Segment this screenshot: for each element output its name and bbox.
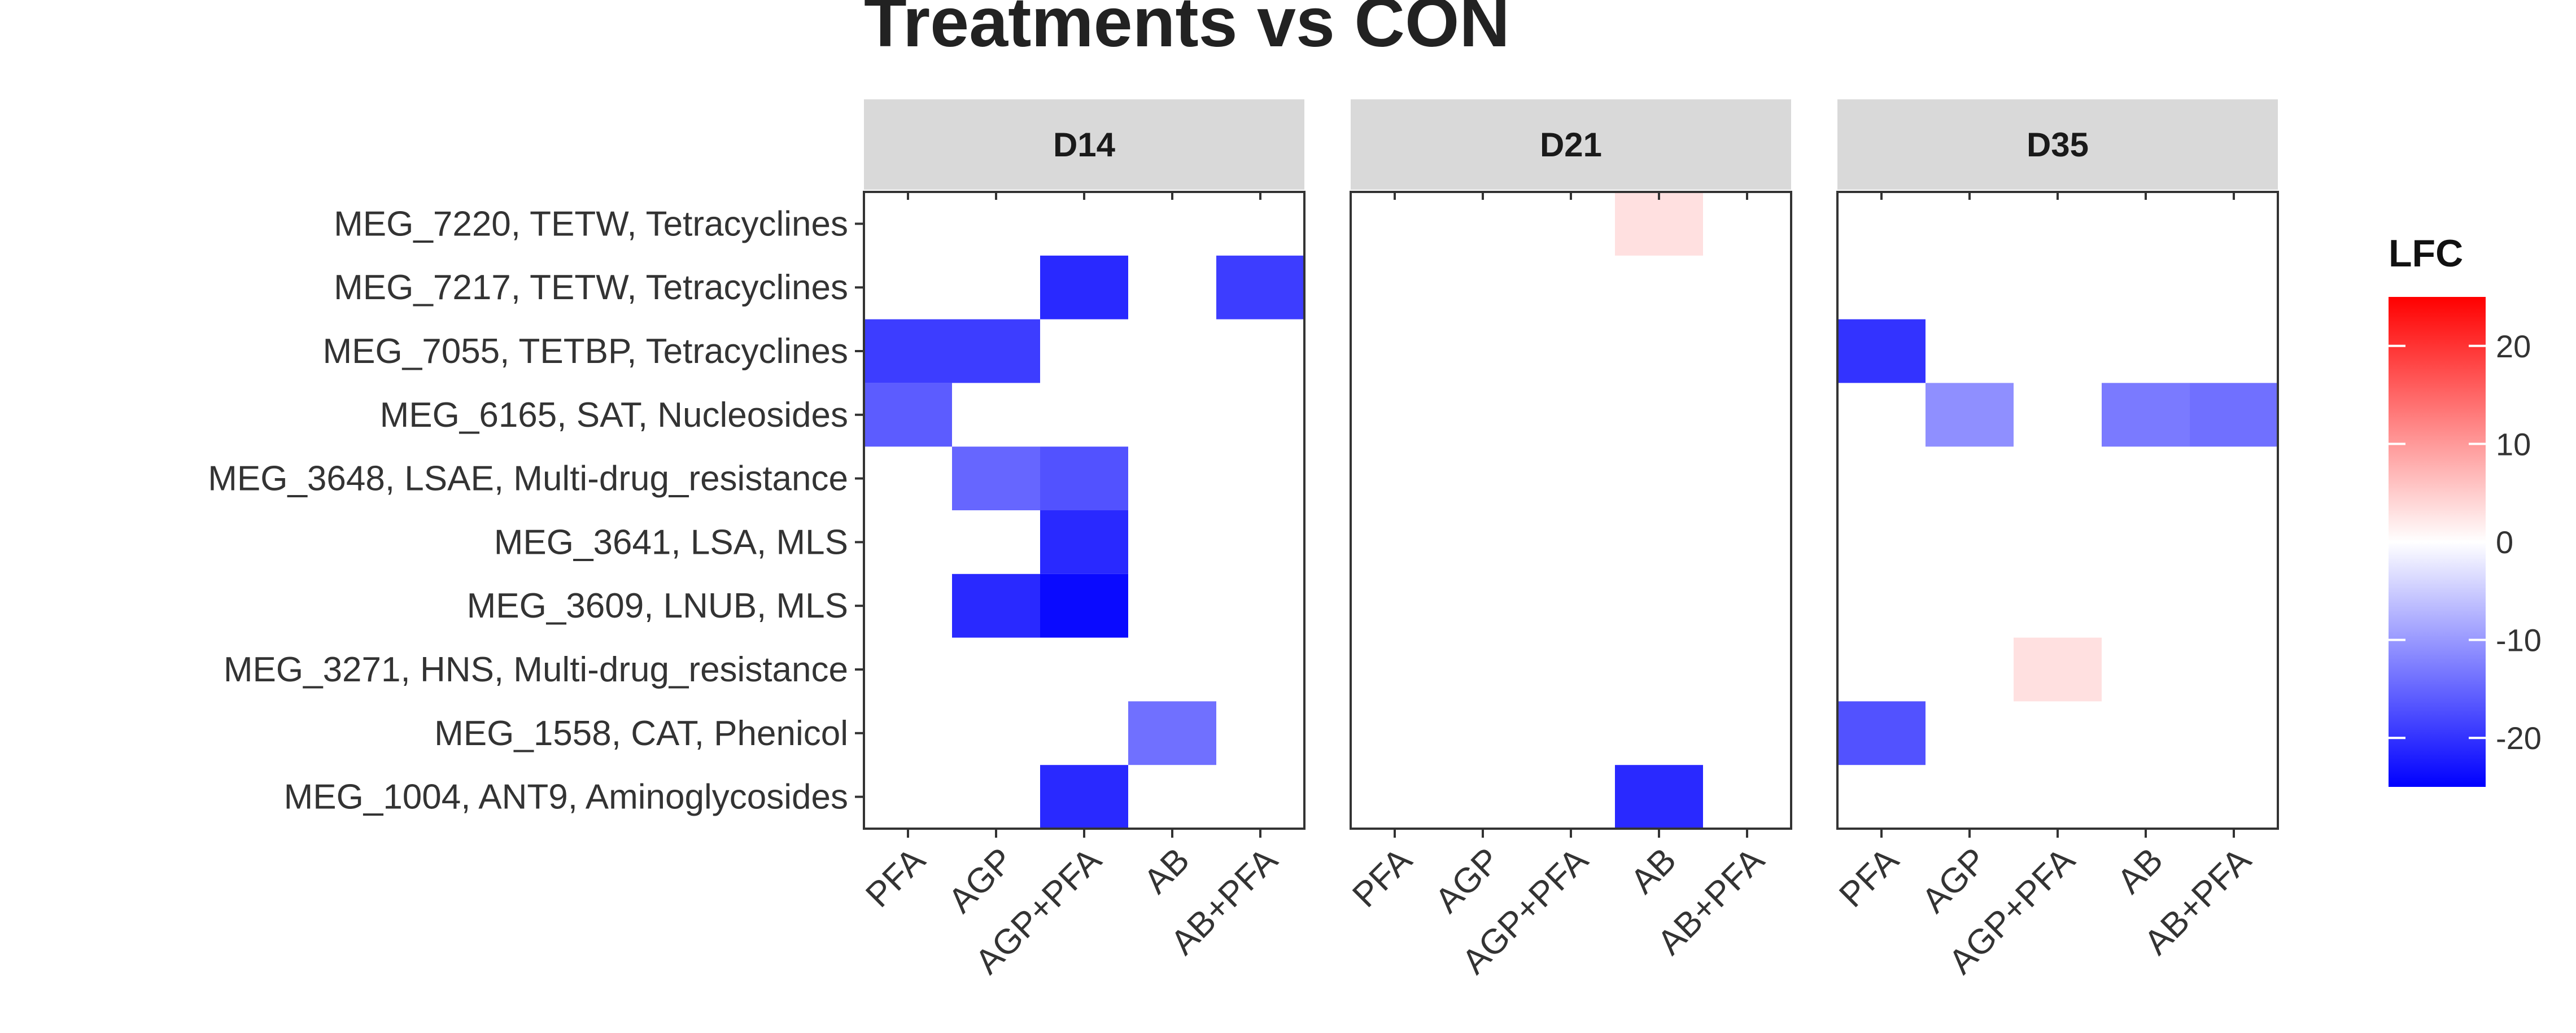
heatmap-cell [1216, 255, 1304, 319]
heatmap-cell [1040, 510, 1128, 574]
legend-tick-label: 20 [2496, 329, 2531, 364]
heatmap-cell [1040, 765, 1128, 829]
y-tick-label: MEG_1558, CAT, Phenicol [434, 714, 848, 753]
heatmap-cell [1128, 701, 1216, 765]
x-tick-label: AGP [1915, 841, 1994, 920]
y-tick-label: MEG_7055, TETBP, Tetracyclines [323, 332, 848, 371]
y-tick-label: MEG_7220, TETW, Tetracyclines [334, 204, 848, 243]
heatmap-cell [1040, 574, 1128, 638]
x-tick-label: AB [1137, 841, 1197, 901]
y-tick-label: MEG_3641, LSA, MLS [494, 523, 848, 562]
heatmap-cell [952, 447, 1040, 510]
facet-strip [1351, 99, 1791, 190]
y-tick-label: MEG_7217, TETW, Tetracyclines [334, 268, 848, 307]
heatmap-cell [1040, 255, 1128, 319]
facet-strip [1837, 99, 2278, 190]
x-tick-label: AB [2110, 841, 2171, 901]
x-tick-label: PFA [858, 841, 933, 915]
heatmap-cell [1615, 192, 1703, 256]
x-tick-label: PFA [1832, 841, 1906, 915]
y-tick-label: MEG_3609, LNUB, MLS [467, 586, 848, 625]
heatmap-cell [1837, 701, 1926, 765]
heatmap-cell [1040, 447, 1128, 510]
heatmap-cell [1926, 383, 2014, 447]
heatmap-cell [952, 319, 1040, 383]
panel-background [1351, 192, 1791, 829]
y-tick-label: MEG_6165, SAT, Nucleosides [380, 396, 848, 435]
y-tick-label: MEG_3648, LSAE, Multi-drug_resistance [208, 459, 848, 498]
x-tick-label: AGP [941, 841, 1021, 920]
heatmap-cell [864, 383, 952, 447]
legend-tick-label: 0 [2496, 524, 2513, 560]
heatmap-cell [2190, 383, 2278, 447]
heatmap-cell [952, 574, 1040, 638]
heatmap-cell [864, 319, 952, 383]
x-tick-label: AB [1623, 841, 1684, 901]
legend-tick-label: -20 [2496, 720, 2542, 756]
y-tick-label: MEG_1004, ANT9, Aminoglycosides [284, 778, 848, 817]
x-tick-label: PFA [1345, 841, 1420, 915]
heatmap-cell [2014, 637, 2102, 702]
facet-strip-label: D35 [2027, 126, 2089, 164]
legend-tick-label: 10 [2496, 426, 2531, 462]
x-tick-label: AGP [1428, 841, 1508, 920]
heatmap-cell [2102, 383, 2190, 447]
facet-strip-label: D14 [1053, 126, 1116, 164]
y-tick-label: MEG_3271, HNS, Multi-drug_resistance [224, 650, 848, 689]
legend-tick-label: -10 [2496, 623, 2542, 658]
chart-title: Treatments vs CON [864, 0, 1510, 62]
legend-title: LFC [2389, 232, 2463, 275]
heatmap-cell [1837, 319, 1926, 383]
facet-strip-label: D21 [1540, 126, 1602, 164]
heatmap-cell [1615, 765, 1703, 829]
legend: LFC 20 10 0 -10 -20 [2389, 232, 2542, 787]
y-axis-labels: MEG_7220, TETW, Tetracyclines MEG_7217, T… [208, 204, 864, 817]
facet-strip [864, 99, 1304, 190]
